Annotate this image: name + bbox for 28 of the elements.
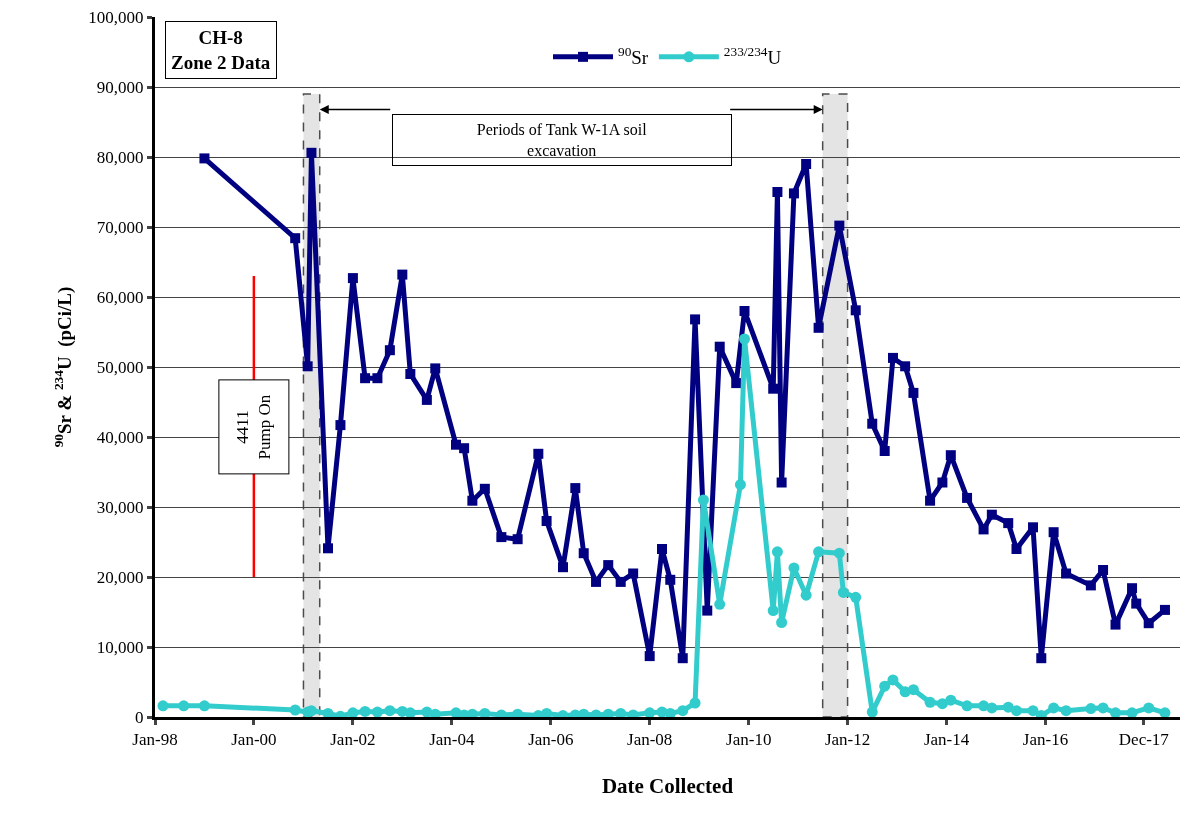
x-tick-label: Jan-04: [429, 730, 475, 750]
x-tick-label: Jan-12: [824, 730, 871, 750]
x-tick-label: Dec-17: [1118, 730, 1170, 750]
y-tick-label: 70,000: [96, 217, 144, 237]
y-tick-label: 100,000: [88, 7, 144, 27]
y-tick-label: 60,000: [96, 287, 144, 307]
x-tick-label: Jan-06: [528, 730, 574, 750]
x-tick-label: Jan-02: [330, 730, 376, 750]
x-tick-label: Jan-10: [726, 730, 772, 750]
x-tick-label: Jan-08: [627, 730, 673, 750]
x-tick-label: Jan-00: [231, 730, 277, 750]
ref-line-label: 4411 Pump On: [233, 394, 275, 460]
x-tick-label: Jan-98: [132, 730, 178, 750]
y-tick-label: 30,000: [96, 497, 144, 517]
y-tick-label: 50,000: [96, 357, 144, 377]
annotation: Periods of Tank W-1A soil excavation: [476, 121, 648, 159]
x-tick-label: Jan-16: [1022, 730, 1069, 750]
y-tick-label: 80,000: [96, 147, 144, 167]
legend-label: $^{233/234}$U: [723, 44, 782, 69]
x-axis-title: Date Collected: [601, 773, 734, 798]
legend-label: $^{90}$Sr: [618, 44, 649, 69]
y-tick-label: 10,000: [96, 637, 144, 657]
y-tick-label: 20,000: [96, 567, 144, 587]
y-tick-label: 90,000: [96, 77, 144, 97]
y-tick-label: 0: [135, 707, 144, 727]
y-tick-label: 40,000: [96, 427, 144, 447]
text: CH-8 Zone 2 Data: [171, 27, 271, 73]
x-tick-label: Jan-14: [923, 730, 970, 750]
